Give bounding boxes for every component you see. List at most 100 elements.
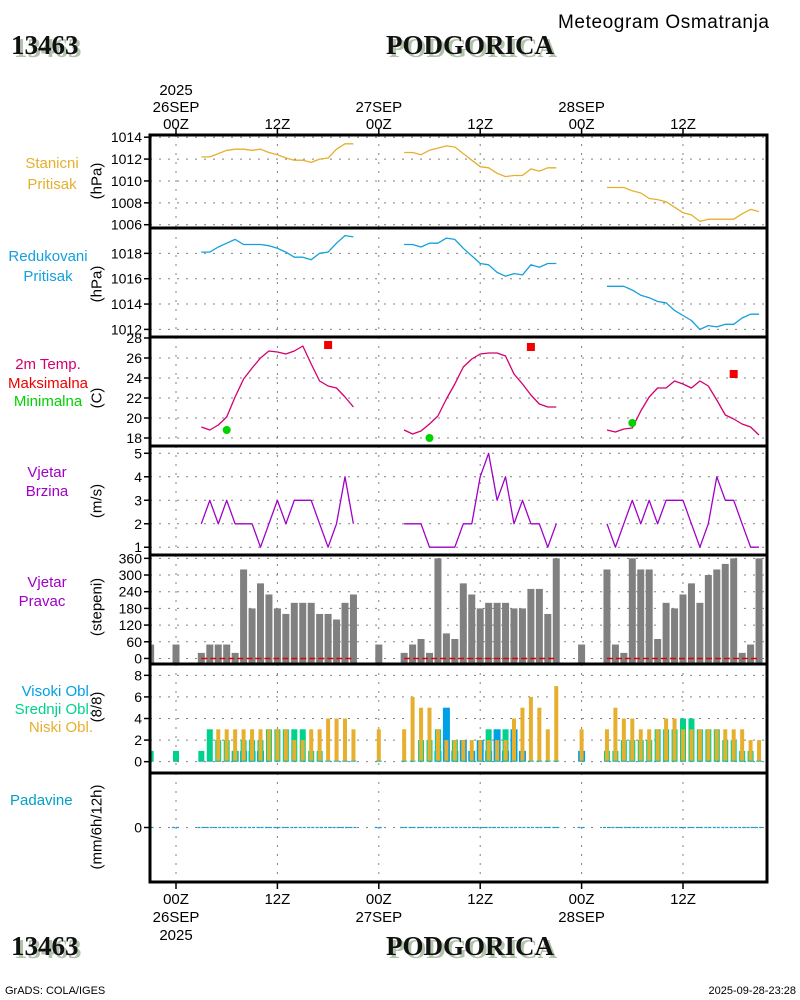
wind-direction-bar: [299, 602, 307, 664]
wind-direction-bar: [730, 558, 738, 664]
legend-wind-direction-2: Pravac: [18, 593, 66, 610]
wind-direction-bar: [459, 583, 467, 664]
wind-direction-bar: [637, 569, 645, 664]
bottom-time-label: 00Z: [366, 891, 392, 908]
clouds-bar: [461, 740, 466, 762]
top-time-label: 00Z: [163, 116, 189, 133]
wind-direction-bar: [417, 638, 425, 664]
clouds-bar: [748, 740, 753, 762]
wind-direction-bar: [603, 569, 611, 664]
y-tick-label: 28: [126, 330, 142, 346]
y-tick-label: 1006: [111, 217, 142, 233]
clouds-bar: [706, 729, 711, 762]
wind-speed-series-line: [404, 452, 557, 548]
wind-direction-bar: [696, 602, 704, 664]
wind-direction-bar: [409, 644, 417, 664]
clouds-bar: [334, 718, 339, 762]
wind-direction-bar: [544, 613, 552, 664]
station-name-title: PODGORICA: [386, 30, 554, 60]
station-pressure-series-line: [607, 186, 760, 223]
y-tick-label: 2: [134, 516, 142, 532]
wind-direction-bar: [273, 608, 281, 664]
clouds-bar: [343, 718, 347, 762]
clouds-bar: [664, 718, 669, 762]
wind-direction-bar: [434, 558, 442, 664]
bottom-time-label: 2025: [159, 927, 192, 944]
y-tick-label: 8: [134, 667, 142, 683]
top-time-label: 26SEP: [153, 99, 200, 116]
y-tick-label: 4: [134, 711, 142, 727]
credit-text: GrADS: COLA/IGES: [5, 985, 106, 997]
clouds-bar: [198, 750, 205, 762]
y-tick-label: 0: [134, 650, 142, 666]
min-temperature-marker: [425, 434, 434, 442]
legend-wind-speed-1: Vjetar: [27, 464, 67, 481]
wind-direction-bar: [451, 638, 459, 664]
clouds-bar: [681, 729, 685, 762]
wind-direction-bar: [316, 613, 324, 664]
wind-direction-bar: [518, 608, 526, 664]
wind-direction-bar: [535, 588, 543, 664]
clouds-bar: [427, 707, 432, 762]
y-tick-label: 4: [134, 469, 142, 485]
wind-direction-bar: [654, 638, 662, 664]
legend-wind-speed-2: Brzina: [25, 483, 69, 500]
y-tick-label: 120: [119, 617, 143, 633]
legend-station-pressure-2: Pritisak: [27, 176, 77, 193]
max-temperature-marker: [324, 341, 333, 349]
wind-speed-series-line: [606, 476, 759, 548]
wind-direction-bar: [151, 644, 155, 664]
clouds-bar: [351, 729, 356, 762]
clouds-bar: [757, 740, 762, 762]
wind-direction-bar: [290, 602, 298, 664]
wind-speed-series-line: [200, 476, 355, 548]
wind-direction-bar: [671, 608, 679, 664]
wind-direction-bar: [333, 619, 341, 664]
y-tick-label: 1016: [111, 271, 142, 287]
y-tick-label: 300: [119, 567, 143, 583]
y-tick-label: 20: [126, 410, 142, 426]
min-temperature-marker: [222, 426, 231, 434]
wind-direction-bar: [620, 652, 628, 664]
y-tick-label: 1014: [111, 296, 142, 312]
wind-direction-bar: [662, 602, 670, 664]
top-time-label: 00Z: [569, 116, 595, 133]
ylabel-wind-speed: (m/s): [88, 483, 106, 519]
y-tick-label: 0: [134, 754, 142, 770]
y-tick-label: 26: [126, 350, 142, 366]
max-temperature-marker: [526, 343, 535, 351]
clouds-bar: [275, 729, 280, 762]
y-tick-label: 18: [126, 430, 142, 446]
legend-max-temperature: Maksimalna: [7, 375, 89, 392]
wind-direction-bar: [248, 608, 256, 664]
y-tick-label: 24: [126, 370, 142, 386]
clouds-bar: [317, 729, 322, 762]
footer-station-id: 13463: [11, 931, 79, 961]
top-time-label: 12Z: [467, 116, 493, 133]
grid-layer: [150, 135, 767, 882]
y-tick-label: 1010: [111, 173, 142, 189]
clouds-bar: [723, 729, 728, 762]
wind-direction-bar: [611, 644, 619, 664]
clouds-bar: [444, 740, 449, 762]
y-tick-label: 60: [126, 634, 142, 650]
legend-mid-clouds: Srednji Obl.: [14, 701, 93, 718]
bottom-time-label: 00Z: [569, 891, 595, 908]
wind-direction-bar: [679, 594, 687, 664]
legend-temperature: 2m Temp.: [15, 356, 81, 373]
temperature-series-line: [606, 380, 760, 436]
clouds-bar: [638, 729, 643, 762]
wind-direction-bar: [349, 594, 357, 664]
clouds-bar: [613, 707, 618, 762]
clouds-bar: [258, 729, 263, 762]
wind-direction-bar: [502, 602, 510, 664]
clouds-bar: [604, 729, 609, 762]
wind-direction-bar: [510, 608, 518, 664]
wind-direction-bar: [426, 652, 433, 664]
wind-direction-bar: [645, 569, 653, 664]
wind-direction-bar: [578, 644, 586, 664]
y-tick-label: 5: [134, 445, 142, 461]
top-time-label: 28SEP: [558, 99, 605, 116]
wind-direction-bar: [265, 594, 273, 664]
